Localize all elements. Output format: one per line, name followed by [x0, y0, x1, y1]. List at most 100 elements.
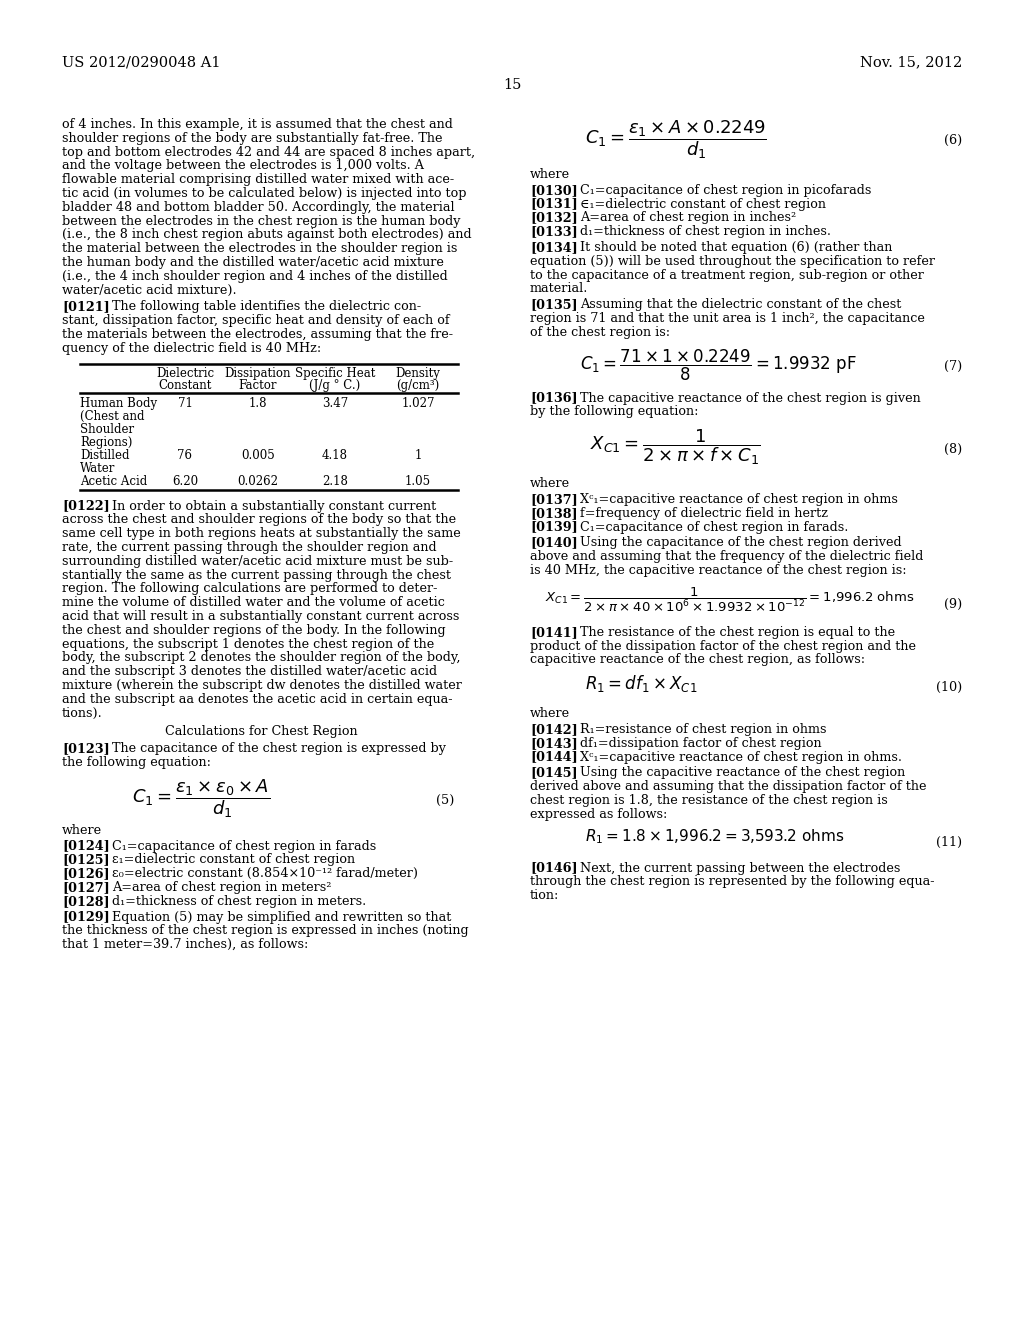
Text: tion:: tion: — [530, 890, 559, 902]
Text: [0125]: [0125] — [62, 854, 110, 866]
Text: $R_1=1.8\times1{,}996.2=3{,}593.2\ \mathrm{ohms}$: $R_1=1.8\times1{,}996.2=3{,}593.2\ \math… — [585, 828, 845, 846]
Text: top and bottom electrodes 42 and 44 are spaced 8 inches apart,: top and bottom electrodes 42 and 44 are … — [62, 145, 475, 158]
Text: $X_{C1} = \dfrac{1}{2 \times \pi \times 40 \times 10^6 \times 1.9932 \times 10^{: $X_{C1} = \dfrac{1}{2 \times \pi \times … — [545, 586, 914, 614]
Text: A=area of chest region in meters²: A=area of chest region in meters² — [112, 880, 332, 894]
Text: bladder 48 and bottom bladder 50. Accordingly, the material: bladder 48 and bottom bladder 50. Accord… — [62, 201, 455, 214]
Text: [0138]: [0138] — [530, 507, 578, 520]
Text: Xᶜ₁=capacitive reactance of chest region in ohms: Xᶜ₁=capacitive reactance of chest region… — [580, 492, 898, 506]
Text: C₁=capacitance of chest region in farads.: C₁=capacitance of chest region in farads… — [580, 520, 848, 533]
Text: (i.e., the 4 inch shoulder region and 4 inches of the distilled: (i.e., the 4 inch shoulder region and 4 … — [62, 269, 447, 282]
Text: Assuming that the dielectric constant of the chest: Assuming that the dielectric constant of… — [580, 298, 901, 312]
Text: quency of the dielectric field is 40 MHz:: quency of the dielectric field is 40 MHz… — [62, 342, 322, 355]
Text: The capacitive reactance of the chest region is given: The capacitive reactance of the chest re… — [580, 392, 921, 405]
Text: derived above and assuming that the dissipation factor of the: derived above and assuming that the diss… — [530, 780, 927, 793]
Text: (6): (6) — [944, 135, 962, 147]
Text: 71: 71 — [177, 396, 193, 409]
Text: body, the subscript 2 denotes the shoulder region of the body,: body, the subscript 2 denotes the should… — [62, 651, 461, 664]
Text: ∈₁=dielectric constant of chest region: ∈₁=dielectric constant of chest region — [580, 198, 826, 211]
Text: The capacitance of the chest region is expressed by: The capacitance of the chest region is e… — [112, 742, 446, 755]
Text: It should be noted that equation (6) (rather than: It should be noted that equation (6) (ra… — [580, 242, 892, 253]
Text: where: where — [530, 708, 570, 721]
Text: material.: material. — [530, 282, 589, 296]
Text: The resistance of the chest region is equal to the: The resistance of the chest region is eq… — [580, 626, 895, 639]
Text: Using the capacitance of the chest region derived: Using the capacitance of the chest regio… — [580, 536, 901, 549]
Text: to the capacitance of a treatment region, sub-region or other: to the capacitance of a treatment region… — [530, 268, 924, 281]
Text: C₁=capacitance of chest region in farads: C₁=capacitance of chest region in farads — [112, 840, 376, 853]
Text: capacitive reactance of the chest region, as follows:: capacitive reactance of the chest region… — [530, 653, 865, 667]
Text: through the chest region is represented by the following equa-: through the chest region is represented … — [530, 875, 935, 888]
Text: $C_1 = \dfrac{\varepsilon_1 \times A \times 0.2249}{d_1}$: $C_1 = \dfrac{\varepsilon_1 \times A \ti… — [585, 117, 767, 161]
Text: [0121]: [0121] — [62, 301, 110, 313]
Text: $C_1 = \dfrac{\varepsilon_1 \times \varepsilon_0 \times A}{d_1}$: $C_1 = \dfrac{\varepsilon_1 \times \vare… — [132, 777, 270, 821]
Text: the thickness of the chest region is expressed in inches (noting: the thickness of the chest region is exp… — [62, 924, 469, 937]
Text: rate, the current passing through the shoulder region and: rate, the current passing through the sh… — [62, 541, 436, 554]
Text: A=area of chest region in inches²: A=area of chest region in inches² — [580, 211, 796, 224]
Text: [0135]: [0135] — [530, 298, 578, 312]
Text: (5): (5) — [435, 793, 454, 807]
Text: [0143]: [0143] — [530, 737, 578, 750]
Text: [0129]: [0129] — [62, 911, 110, 924]
Text: mine the volume of distilled water and the volume of acetic: mine the volume of distilled water and t… — [62, 597, 444, 610]
Text: [0131]: [0131] — [530, 198, 578, 211]
Text: Equation (5) may be simplified and rewritten so that: Equation (5) may be simplified and rewri… — [112, 911, 452, 924]
Text: [0145]: [0145] — [530, 767, 578, 779]
Text: Dissipation: Dissipation — [224, 367, 291, 380]
Text: tions).: tions). — [62, 706, 102, 719]
Text: 6.20: 6.20 — [172, 475, 198, 487]
Text: [0134]: [0134] — [530, 242, 578, 253]
Text: stantially the same as the current passing through the chest: stantially the same as the current passi… — [62, 569, 451, 582]
Text: [0124]: [0124] — [62, 840, 110, 853]
Text: where: where — [530, 168, 570, 181]
Text: R₁=resistance of chest region in ohms: R₁=resistance of chest region in ohms — [580, 723, 826, 737]
Text: d₁=thickness of chest region in meters.: d₁=thickness of chest region in meters. — [112, 895, 367, 908]
Text: f=frequency of dielectric field in hertz: f=frequency of dielectric field in hertz — [580, 507, 828, 520]
Text: Shoulder: Shoulder — [80, 422, 134, 436]
Text: The following table identifies the dielectric con-: The following table identifies the diele… — [112, 301, 421, 313]
Text: 0.005: 0.005 — [241, 449, 274, 462]
Text: same cell type in both regions heats at substantially the same: same cell type in both regions heats at … — [62, 527, 461, 540]
Text: stant, dissipation factor, specific heat and density of each of: stant, dissipation factor, specific heat… — [62, 314, 450, 327]
Text: equations, the subscript 1 denotes the chest region of the: equations, the subscript 1 denotes the c… — [62, 638, 434, 651]
Text: Specific Heat: Specific Heat — [295, 367, 375, 380]
Text: 3.47: 3.47 — [322, 396, 348, 409]
Text: the material between the electrodes in the shoulder region is: the material between the electrodes in t… — [62, 242, 458, 255]
Text: [0136]: [0136] — [530, 392, 578, 405]
Text: chest region is 1.8, the resistance of the chest region is: chest region is 1.8, the resistance of t… — [530, 795, 888, 807]
Text: [0137]: [0137] — [530, 492, 578, 506]
Text: Human Body: Human Body — [80, 396, 157, 409]
Text: where: where — [530, 478, 570, 490]
Text: (J/g ° C.): (J/g ° C.) — [309, 379, 360, 392]
Text: Next, the current passing between the electrodes: Next, the current passing between the el… — [580, 862, 900, 875]
Text: (i.e., the 8 inch chest region abuts against both electrodes) and: (i.e., the 8 inch chest region abuts aga… — [62, 228, 472, 242]
Text: and the voltage between the electrodes is 1,000 volts. A: and the voltage between the electrodes i… — [62, 160, 424, 173]
Text: (8): (8) — [944, 444, 962, 457]
Text: Calculations for Chest Region: Calculations for Chest Region — [165, 726, 357, 738]
Text: $R_1 = df_1 \times X_{C1}$: $R_1 = df_1 \times X_{C1}$ — [585, 673, 697, 694]
Text: surrounding distilled water/acetic acid mixture must be sub-: surrounding distilled water/acetic acid … — [62, 554, 454, 568]
Text: and the subscript 3 denotes the distilled water/acetic acid: and the subscript 3 denotes the distille… — [62, 665, 437, 678]
Text: the following equation:: the following equation: — [62, 756, 211, 770]
Text: of the chest region is:: of the chest region is: — [530, 326, 670, 339]
Text: across the chest and shoulder regions of the body so that the: across the chest and shoulder regions of… — [62, 513, 456, 527]
Text: [0123]: [0123] — [62, 742, 110, 755]
Text: [0142]: [0142] — [530, 723, 578, 737]
Text: Dielectric: Dielectric — [156, 367, 214, 380]
Text: tic acid (in volumes to be calculated below) is injected into top: tic acid (in volumes to be calculated be… — [62, 187, 467, 201]
Text: [0139]: [0139] — [530, 520, 578, 533]
Text: (11): (11) — [936, 836, 962, 849]
Text: between the electrodes in the chest region is the human body: between the electrodes in the chest regi… — [62, 215, 461, 227]
Text: region is 71 and that the unit area is 1 inch², the capacitance: region is 71 and that the unit area is 1… — [530, 312, 925, 325]
Text: Water: Water — [80, 462, 116, 475]
Text: water/acetic acid mixture).: water/acetic acid mixture). — [62, 284, 237, 297]
Text: (7): (7) — [944, 359, 962, 372]
Text: the human body and the distilled water/acetic acid mixture: the human body and the distilled water/a… — [62, 256, 443, 269]
Text: 4.18: 4.18 — [322, 449, 348, 462]
Text: [0141]: [0141] — [530, 626, 578, 639]
Text: ε₁=dielectric constant of chest region: ε₁=dielectric constant of chest region — [112, 854, 355, 866]
Text: [0122]: [0122] — [62, 499, 110, 512]
Text: 1.05: 1.05 — [404, 475, 431, 487]
Text: d₁=thickness of chest region in inches.: d₁=thickness of chest region in inches. — [580, 226, 831, 238]
Text: of 4 inches. In this example, it is assumed that the chest and: of 4 inches. In this example, it is assu… — [62, 117, 453, 131]
Text: 76: 76 — [177, 449, 193, 462]
Text: (g/cm³): (g/cm³) — [396, 379, 439, 392]
